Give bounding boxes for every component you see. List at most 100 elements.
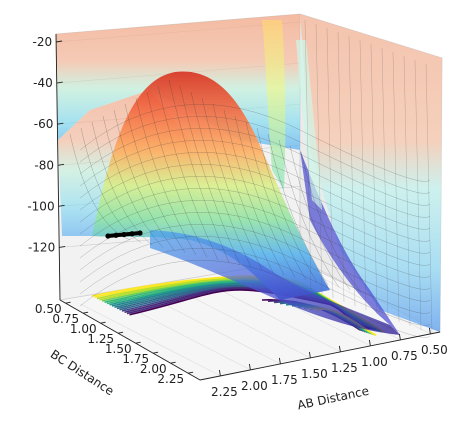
- mesh-line: [326, 27, 334, 299]
- mesh-line: [102, 115, 164, 248]
- mesh-line: [190, 91, 252, 268]
- mesh-line: [79, 224, 431, 302]
- mesh-line: [403, 55, 411, 327]
- trajectory-line: [106, 231, 142, 238]
- ab-tick-mark: [338, 345, 341, 352]
- ab-tick-mark: [398, 333, 401, 340]
- mesh-line: [113, 109, 175, 251]
- z-tick-mark: [58, 204, 65, 207]
- mesh-line: [414, 59, 422, 331]
- trajectory: [105, 230, 143, 239]
- mesh-line: [256, 127, 318, 283]
- bc-tick-mark: [100, 321, 106, 324]
- ab-tick-mark: [428, 327, 431, 334]
- z-tick-label: -40: [33, 76, 53, 90]
- bc-tick-mark: [188, 371, 194, 374]
- bc-tick-label: 1.75: [122, 352, 149, 366]
- mesh-line: [79, 128, 431, 206]
- mesh-line: [392, 51, 400, 323]
- z-tick-mark: [59, 246, 66, 248]
- z-axis-ticks: -20 -40 -60 -80 -100 -120: [27, 35, 66, 254]
- mesh-line: [289, 145, 351, 291]
- bc-tick-label: 0.75: [52, 312, 79, 326]
- mesh-line: [267, 133, 329, 286]
- ab-tick-mark: [278, 357, 281, 364]
- bc-tick-mark: [170, 361, 176, 364]
- mesh-line: [315, 23, 323, 295]
- z-tick-mark: [56, 40, 63, 43]
- ab-tick-label: 2.25: [211, 385, 238, 399]
- mesh-line: [179, 85, 241, 266]
- ab-tick-mark: [248, 363, 251, 370]
- z-tick-mark: [57, 163, 65, 166]
- z-tick-mark: [57, 122, 64, 125]
- mesh-line: [79, 248, 431, 326]
- mesh-line: [278, 139, 340, 288]
- bc-axis-ticks: 0.500.751.001.251.501.752.002.25: [35, 301, 194, 386]
- mesh-line: [146, 91, 208, 258]
- floor-grid-line: [200, 279, 341, 353]
- surface-valley: [150, 230, 400, 335]
- ab-tick-label: 2.00: [241, 379, 268, 393]
- surface-right-wall: [300, 14, 442, 332]
- bc-tick-label: 1.50: [105, 342, 132, 356]
- mesh-line: [124, 103, 186, 253]
- mesh-line: [348, 35, 356, 307]
- mesh-line: [370, 43, 378, 315]
- mesh-line: [79, 260, 431, 338]
- ab-tick-mark: [308, 351, 311, 358]
- ab-tick-label: 1.50: [301, 367, 328, 381]
- mesh-line: [79, 176, 431, 254]
- mesh-line: [168, 79, 230, 263]
- z-tick-mark: [56, 81, 63, 84]
- mesh-line: [79, 164, 431, 242]
- bc-tick-label: 1.25: [87, 332, 114, 346]
- mesh-line: [79, 152, 431, 230]
- bc-tick-mark: [135, 341, 141, 344]
- ab-axis-ticks: 0.500.751.001.251.501.752.002.25: [211, 327, 448, 399]
- bc-tick-mark: [153, 351, 159, 354]
- mesh-line: [157, 85, 219, 261]
- ab-tick-label: 1.25: [331, 361, 358, 375]
- mesh-line: [79, 116, 431, 194]
- mesh-line: [300, 151, 362, 293]
- bc-tick-label: 0.50: [35, 302, 62, 316]
- ab-tick-label: 0.75: [391, 349, 418, 363]
- mesh-line: [79, 212, 431, 290]
- mesh-line: [212, 103, 274, 273]
- z-tick-label: -80: [34, 158, 54, 172]
- z-tick-label: -120: [28, 240, 55, 254]
- surface-hump: [92, 71, 330, 301]
- mesh-line: [381, 47, 389, 319]
- bc-tick-mark: [65, 301, 71, 304]
- bc-tick-label: 2.00: [140, 362, 167, 376]
- bc-tick-mark: [83, 311, 89, 314]
- mesh-line: [79, 104, 431, 182]
- mesh-line: [425, 63, 433, 335]
- mesh-line: [91, 121, 153, 246]
- ab-tick-label: 1.00: [361, 355, 388, 369]
- mesh-line: [359, 39, 367, 311]
- bc-tick-label: 2.25: [157, 372, 184, 386]
- mesh-line: [79, 188, 431, 266]
- mesh-line: [245, 121, 307, 281]
- surface-ridge-2: [296, 40, 322, 210]
- energy-surface: [56, 14, 442, 338]
- surface-mesh: [69, 19, 433, 338]
- mesh-line: [337, 31, 345, 303]
- ab-tick-label: 0.50: [421, 343, 448, 357]
- ab-tick-mark: [368, 339, 371, 346]
- ab-tick-mark: [218, 369, 221, 376]
- z-tick-label: -20: [33, 35, 53, 49]
- mesh-line: [79, 200, 431, 278]
- bc-tick-label: 1.00: [70, 322, 97, 336]
- z-tick-label: -100: [27, 199, 54, 213]
- floor-grid-line: [80, 303, 221, 377]
- surface-ridge: [262, 20, 286, 190]
- mesh-line: [79, 140, 431, 218]
- mesh-line: [223, 109, 285, 276]
- mesh-line: [135, 97, 197, 256]
- ab-axis-title: AB Distance: [296, 384, 370, 413]
